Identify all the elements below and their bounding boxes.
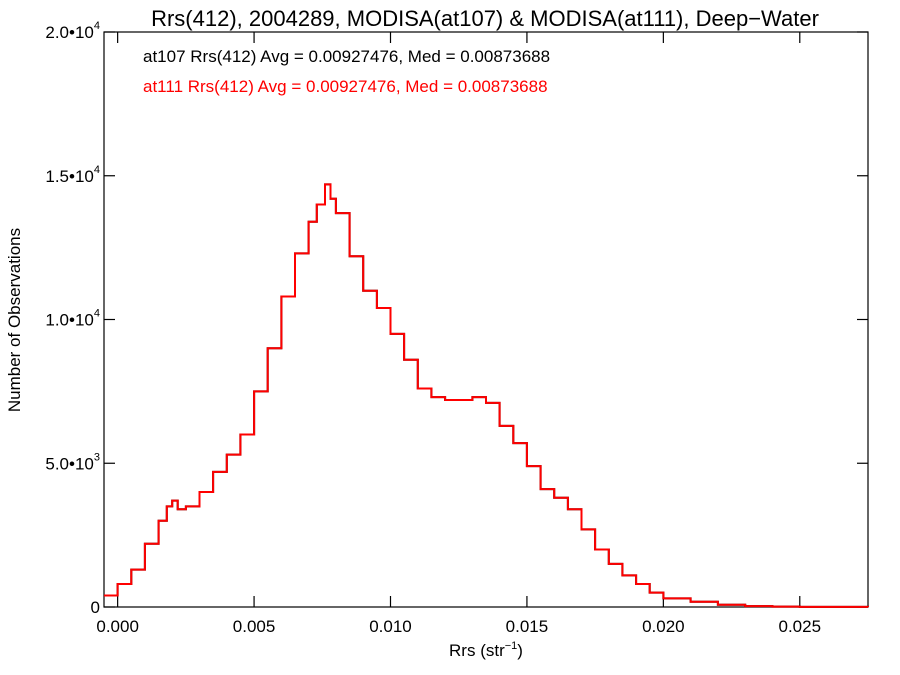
- y-tick-label: 2.0•104: [45, 20, 100, 42]
- y-tick-label-exponent: 4: [94, 308, 100, 320]
- x-tick-label: 0.000: [96, 617, 139, 636]
- series-layer: [104, 183, 869, 608]
- y-tick-label-base: 1.0•10: [45, 311, 94, 330]
- x-axis-label: Rrs (str−1): [449, 640, 523, 660]
- y-tick-label: 1.0•104: [45, 308, 100, 330]
- x-tick-label: 0.025: [779, 617, 822, 636]
- x-axis-ticks: 0.000 0.005 0.010 0.015 0.020 0.025: [96, 32, 821, 636]
- y-tick-label-exponent: 4: [94, 20, 100, 32]
- y-tick-label-base: 0: [91, 598, 100, 617]
- y-tick-label: 5.0•103: [45, 451, 100, 473]
- x-tick-label: 0.005: [233, 617, 276, 636]
- y-tick-label-exponent: 4: [94, 164, 100, 176]
- annotation-at111: at111 Rrs(412) Avg = 0.00927476, Med = 0…: [143, 77, 548, 96]
- y-tick-label-base: 1.5•10: [45, 167, 94, 186]
- y-tick-label-base: 5.0•10: [45, 454, 94, 473]
- y-tick-label-base: 2.0•10: [45, 23, 94, 42]
- series-line-at111: [104, 183, 869, 608]
- x-axis-label-close: ): [517, 641, 523, 660]
- y-tick-label-exponent: 3: [94, 451, 100, 463]
- y-tick-label: 1.5•104: [45, 164, 100, 186]
- chart-title: Rrs(412), 2004289, MODISA(at107) & MODIS…: [151, 6, 819, 31]
- x-tick-label: 0.010: [369, 617, 412, 636]
- series-line-at107: [104, 183, 869, 608]
- y-tick-label: 0: [91, 598, 100, 617]
- x-tick-label: 0.015: [506, 617, 549, 636]
- x-axis-label-superscript: −1: [505, 640, 518, 652]
- x-tick-label: 0.020: [642, 617, 685, 636]
- plot-frame: [103, 31, 869, 608]
- annotation-at107: at107 Rrs(412) Avg = 0.00927476, Med = 0…: [143, 47, 550, 66]
- x-axis-label-main: Rrs (str: [449, 641, 505, 660]
- y-axis-label: Number of Observations: [5, 228, 24, 412]
